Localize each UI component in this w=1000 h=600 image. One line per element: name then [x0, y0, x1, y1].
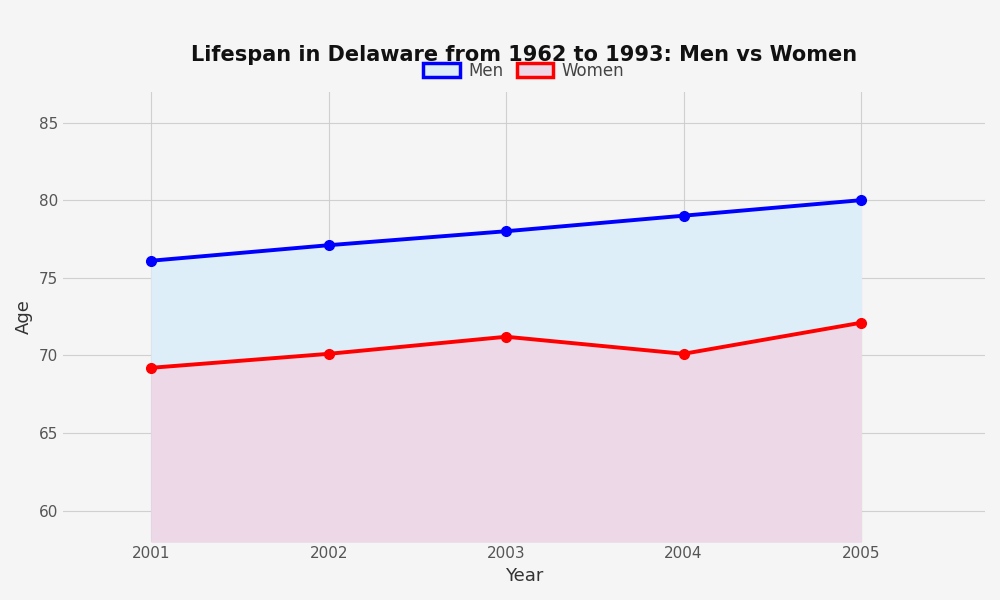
Legend: Men, Women: Men, Women: [417, 55, 631, 86]
X-axis label: Year: Year: [505, 567, 543, 585]
Title: Lifespan in Delaware from 1962 to 1993: Men vs Women: Lifespan in Delaware from 1962 to 1993: …: [191, 45, 857, 65]
Y-axis label: Age: Age: [15, 299, 33, 334]
